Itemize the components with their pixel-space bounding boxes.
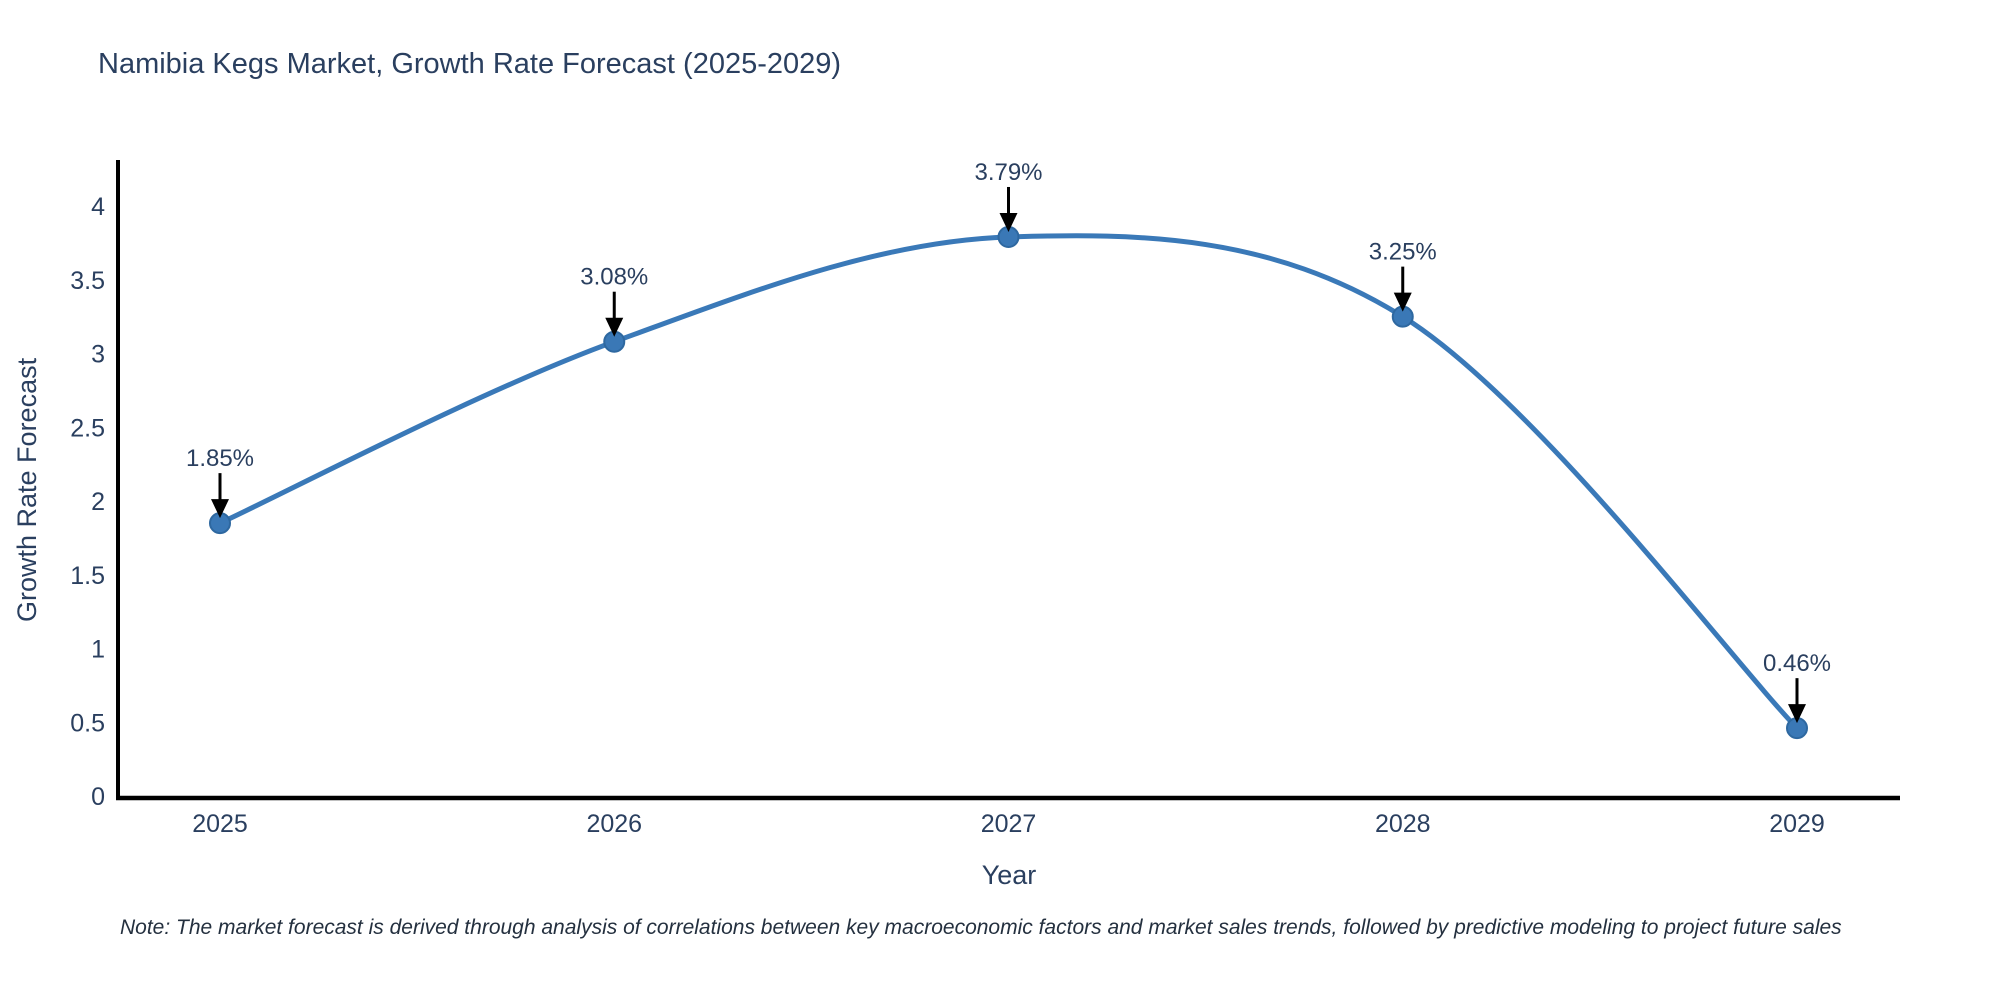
annotation-label: 1.85% (186, 445, 254, 472)
x-tick-label: 2026 (586, 810, 642, 838)
y-tick-label: 0 (91, 783, 105, 811)
y-tick-label: 1.5 (70, 562, 105, 590)
annotation-label: 3.08% (580, 264, 648, 291)
y-tick-label: 3 (91, 341, 105, 369)
x-tick-label: 2028 (1375, 810, 1431, 838)
y-tick-label: 0.5 (70, 709, 105, 737)
y-tick-label: 1 (91, 636, 105, 664)
annotation-label: 0.46% (1763, 650, 1831, 677)
y-tick-label: 4 (91, 193, 105, 221)
chart-title: Namibia Kegs Market, Growth Rate Forecas… (98, 48, 842, 80)
x-tick-label: 2025 (192, 810, 248, 838)
annotation-2026: 3.08% (580, 264, 648, 337)
annotation-2027: 3.79% (974, 159, 1043, 232)
annotation-label: 3.25% (1369, 239, 1437, 266)
x-tick-label: 2029 (1769, 810, 1825, 838)
y-tick-label: 3.5 (70, 267, 105, 295)
x-axis-title: Year (981, 860, 1037, 890)
annotation-arrow-head (1788, 704, 1806, 724)
annotation-2029: 0.46% (1763, 650, 1831, 724)
annotation-2028: 3.25% (1369, 239, 1437, 312)
y-tick-label: 2.5 (70, 414, 105, 442)
annotation-arrow-head (605, 317, 624, 337)
annotation-arrow-head (1393, 292, 1412, 312)
x-tick-label: 2027 (981, 810, 1037, 838)
annotation-arrow-head (211, 499, 229, 519)
footnote: Note: The market forecast is derived thr… (120, 916, 1842, 939)
y-tick-label: 2 (91, 488, 105, 516)
annotation-label: 3.79% (974, 159, 1042, 186)
annotation-2025: 1.85% (186, 445, 254, 519)
annotation-arrow-head (999, 212, 1018, 232)
series-line (217, 233, 1800, 731)
